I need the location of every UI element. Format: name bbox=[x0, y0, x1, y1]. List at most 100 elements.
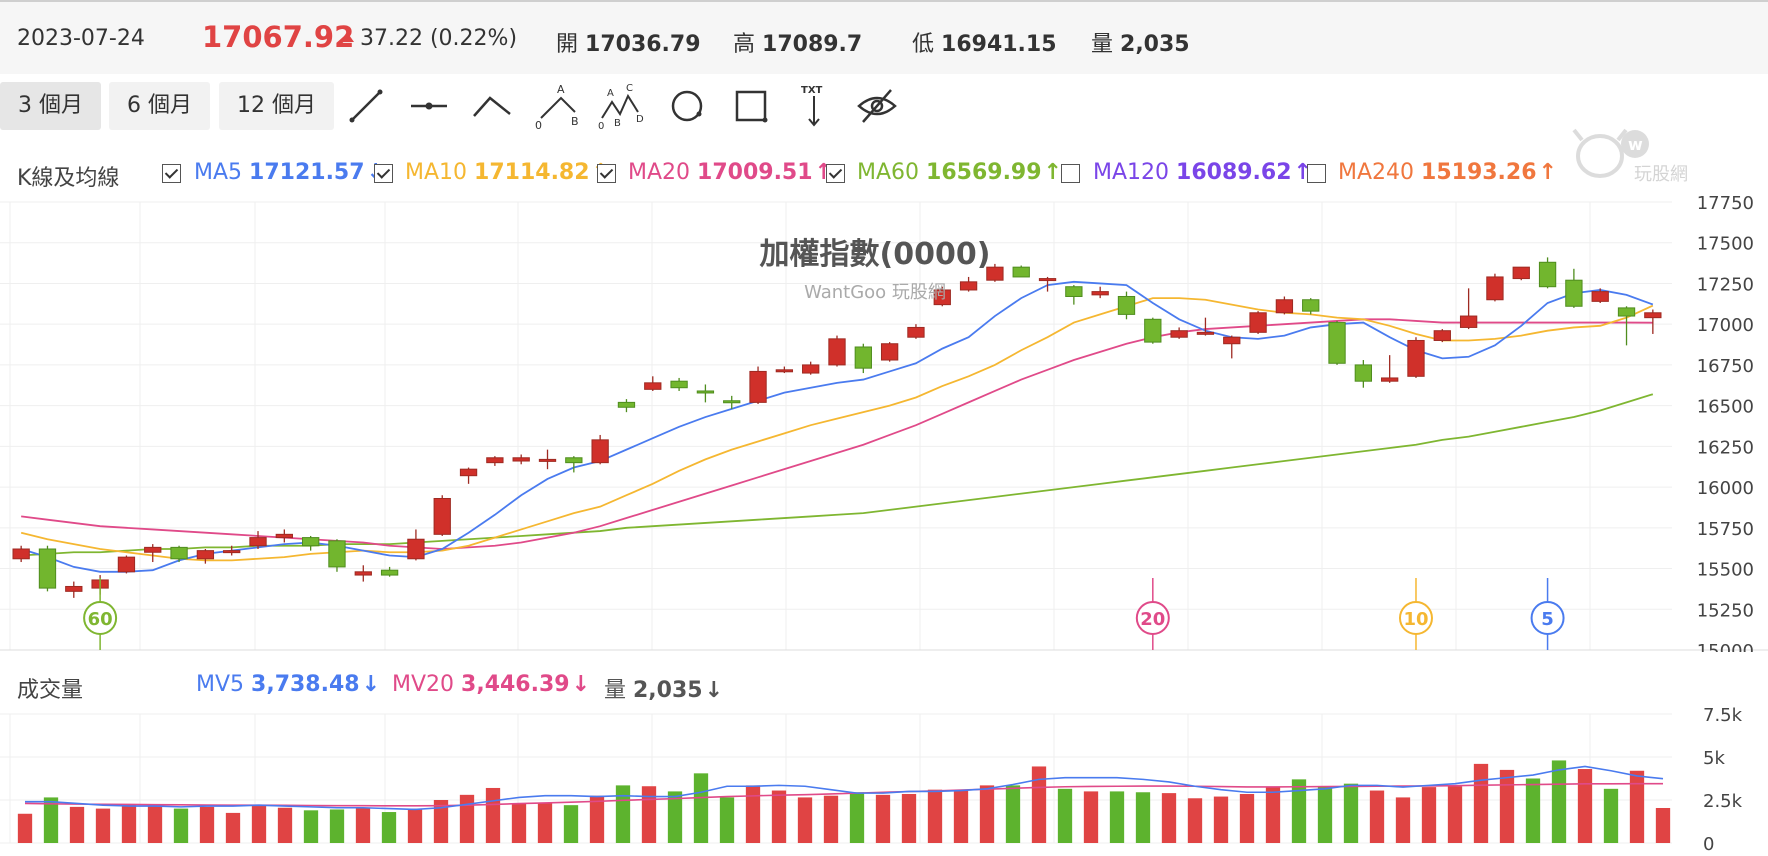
ma-marker: 5 bbox=[1530, 578, 1565, 650]
volume-chart[interactable]: 0 2.5k 5k 7.5k bbox=[0, 706, 1768, 856]
ma10-checkbox[interactable] bbox=[374, 164, 393, 183]
candle-body bbox=[12, 548, 30, 560]
candle-body bbox=[1565, 279, 1583, 307]
volume-bar bbox=[17, 813, 33, 843]
quote-change: 37.22 (0.22%) bbox=[340, 26, 517, 51]
line-tool-icon[interactable] bbox=[342, 82, 390, 130]
candle-body bbox=[1486, 276, 1504, 301]
candle-body bbox=[1196, 331, 1215, 335]
volume-bar bbox=[693, 773, 709, 843]
text-arrow-tool-icon[interactable]: TXT bbox=[790, 82, 838, 130]
legend-label: MA240 bbox=[1338, 160, 1422, 185]
price-grid bbox=[0, 201, 1768, 651]
ma60-checkbox[interactable] bbox=[826, 164, 845, 183]
ma5-checkbox[interactable] bbox=[162, 164, 181, 183]
ma240-checkbox[interactable] bbox=[1307, 164, 1326, 183]
svg-text:B: B bbox=[614, 118, 621, 129]
volume-axis: 0 2.5k 5k 7.5k bbox=[1703, 706, 1743, 855]
candle bbox=[1170, 327, 1188, 339]
candles bbox=[12, 257, 1662, 598]
candle bbox=[433, 495, 451, 536]
volume-ma-lines bbox=[24, 765, 1664, 811]
mv5-line bbox=[25, 765, 1664, 811]
candle-body bbox=[1091, 291, 1109, 296]
volume-bar bbox=[823, 795, 839, 843]
legend-label: MA5 bbox=[194, 160, 250, 185]
low-value: 16941.15 bbox=[941, 32, 1057, 57]
candle-body bbox=[696, 390, 715, 394]
candle bbox=[1486, 273, 1504, 302]
volume-bar bbox=[1421, 787, 1437, 843]
candle-body bbox=[117, 556, 136, 573]
volume-bar bbox=[1213, 796, 1229, 843]
period-6m-button[interactable]: 6 個月 bbox=[109, 82, 210, 130]
ma120-checkbox[interactable] bbox=[1061, 164, 1080, 183]
volume-bar bbox=[745, 785, 761, 843]
candle bbox=[1012, 265, 1030, 278]
candle-body bbox=[380, 569, 399, 576]
volume-bar bbox=[641, 786, 657, 843]
abcd-pattern-tool-icon[interactable]: 0 A B C D bbox=[598, 82, 646, 132]
volume-bar bbox=[927, 789, 943, 843]
volume-bar bbox=[1317, 786, 1333, 843]
abc-pattern-tool-icon[interactable]: 0 A B bbox=[533, 82, 581, 132]
period-12m-button[interactable]: 12 個月 bbox=[219, 82, 334, 130]
candle-body bbox=[144, 546, 162, 553]
candle-body bbox=[617, 401, 636, 408]
candle bbox=[644, 376, 662, 391]
candle bbox=[459, 467, 478, 484]
volume-bar bbox=[1239, 793, 1255, 843]
ma20-checkbox[interactable] bbox=[597, 164, 616, 183]
ma5-line bbox=[20, 280, 1654, 573]
candle bbox=[565, 456, 583, 473]
candle bbox=[749, 366, 767, 405]
logo-text: 玩股網 bbox=[1634, 164, 1688, 185]
candle bbox=[1275, 296, 1294, 315]
candle bbox=[1538, 257, 1557, 289]
quote-open: 開 17036.79 bbox=[556, 26, 701, 58]
period-3m-button[interactable]: 3 個月 bbox=[0, 82, 101, 130]
quote-price: 17067.92 bbox=[202, 20, 355, 54]
rectangle-tool-icon[interactable] bbox=[727, 82, 775, 130]
candlestick-chart[interactable]: 60 20 10 5 15000 15250 15500 15750 16000 16250 16… bbox=[0, 196, 1768, 652]
volume-tick-label: 0 bbox=[1703, 834, 1714, 855]
marker-label: 60 bbox=[88, 609, 113, 630]
svg-text:D: D bbox=[636, 114, 644, 125]
candle bbox=[986, 263, 1004, 282]
trend-arrow-icon: ↑ bbox=[1043, 160, 1062, 185]
candle bbox=[1117, 291, 1136, 320]
candle bbox=[1433, 329, 1451, 343]
volume-bar bbox=[1603, 788, 1619, 843]
candle bbox=[512, 454, 530, 465]
candle-body bbox=[301, 537, 320, 547]
volume-bar bbox=[1135, 792, 1151, 843]
price-tick-label: 15750 bbox=[1697, 519, 1754, 540]
hide-drawings-icon[interactable] bbox=[853, 82, 901, 130]
volume-bar bbox=[875, 794, 891, 843]
candle-body bbox=[1617, 307, 1636, 317]
up-triangle-icon bbox=[340, 32, 354, 42]
candle bbox=[38, 545, 57, 592]
volume-bar bbox=[1005, 785, 1021, 843]
volume-bar bbox=[95, 808, 111, 843]
candle-body bbox=[486, 457, 504, 464]
horizontal-line-tool-icon[interactable] bbox=[405, 82, 453, 130]
candle bbox=[1644, 309, 1662, 334]
ma10-line bbox=[20, 297, 1654, 562]
ma240-legend: MA240 15193.26↑ bbox=[1338, 160, 1557, 185]
legend-value: 17009.51 bbox=[697, 160, 813, 185]
circle-tool-icon[interactable] bbox=[663, 82, 711, 130]
volume-bar bbox=[537, 802, 553, 843]
candle bbox=[802, 361, 820, 375]
legend-value: 2,035 bbox=[633, 678, 703, 703]
ma60-legend: MA60 16569.99↑ bbox=[857, 160, 1062, 185]
candle bbox=[959, 276, 978, 292]
candle-body bbox=[854, 346, 872, 369]
volume-bar bbox=[43, 797, 59, 843]
candle bbox=[1223, 335, 1241, 359]
volume-value: 2,035 bbox=[1120, 32, 1190, 57]
volume-tick-label: 2.5k bbox=[1703, 791, 1743, 812]
svg-text:0: 0 bbox=[535, 119, 542, 130]
angle-tool-icon[interactable] bbox=[468, 82, 516, 130]
wantgoo-logo: w 玩股網 bbox=[1560, 126, 1710, 190]
